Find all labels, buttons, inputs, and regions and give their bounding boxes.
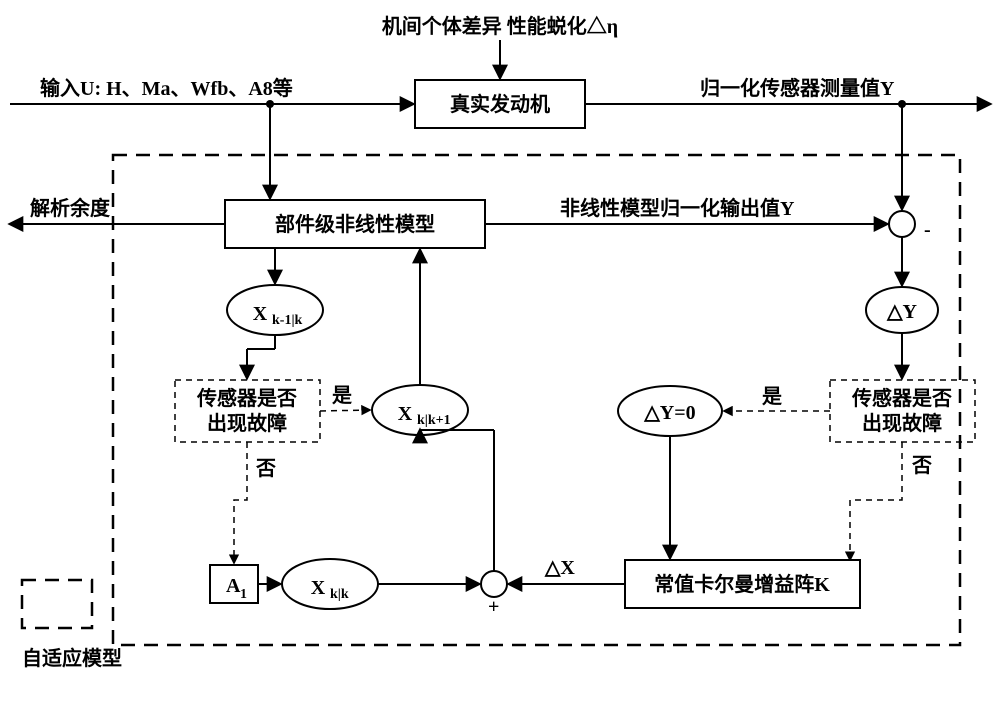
xkkp1-sub: k|k+1 bbox=[417, 413, 451, 428]
legend-dashbox bbox=[22, 580, 92, 628]
nonlinear-output-label: 非线性模型归一化输出值Y bbox=[560, 196, 795, 220]
nonlinear-model-label: 部件级非线性模型 bbox=[275, 212, 435, 236]
diagram-root: 机间个体差异 性能蜕化△η 真实发动机 输入U: H、Ma、Wfb、A8等 归一… bbox=[0, 0, 1000, 708]
sum-right bbox=[889, 211, 915, 237]
svg-text:传感器是否: 传感器是否 bbox=[851, 386, 952, 410]
yes-right: 是 bbox=[761, 385, 782, 408]
nonlinear-model-block: 部件级非线性模型 bbox=[225, 200, 485, 248]
yes-left: 是 bbox=[331, 384, 352, 407]
sensor-fault-right: 传感器是否 出现故障 bbox=[830, 380, 975, 442]
a1-label: A bbox=[226, 575, 241, 597]
analytic-redundancy-label: 解析余度 bbox=[30, 196, 111, 220]
xkm1k-label: X bbox=[253, 303, 268, 325]
minus-label: - bbox=[924, 219, 931, 241]
arrow-fault-left-no bbox=[234, 442, 247, 563]
sensor-fault-left: 传感器是否 出现故障 bbox=[175, 380, 320, 442]
input-u-label: 输入U: H、Ma、Wfb、A8等 bbox=[40, 76, 293, 100]
kalman-block: 常值卡尔曼增益阵K bbox=[625, 560, 860, 608]
no-left: 否 bbox=[255, 458, 276, 480]
xkk-sub: k|k bbox=[330, 587, 349, 602]
dx-label: △X bbox=[544, 557, 575, 579]
a1-sub: 1 bbox=[240, 587, 247, 602]
no-right: 否 bbox=[911, 455, 932, 477]
sum-bottom bbox=[481, 571, 507, 597]
plus-label: + bbox=[488, 596, 499, 618]
kalman-label: 常值卡尔曼增益阵K bbox=[654, 572, 830, 596]
arrow-fault-right-no bbox=[850, 442, 902, 560]
xkkp1-label: X bbox=[398, 403, 413, 425]
dy-label: △Y bbox=[886, 301, 917, 323]
sensor-y-label: 归一化传感器测量值Y bbox=[700, 76, 895, 100]
xkm1k-sub: k-1|k bbox=[272, 313, 303, 328]
top-title: 机间个体差异 性能蜕化△η bbox=[382, 14, 618, 38]
xkk-label: X bbox=[311, 577, 326, 599]
engine-label: 真实发动机 bbox=[450, 92, 550, 116]
dy0-label: △Y=0 bbox=[643, 402, 695, 424]
engine-block: 真实发动机 bbox=[415, 80, 585, 128]
svg-text:出现故障: 出现故障 bbox=[862, 411, 942, 435]
arrow-fault-left-yes bbox=[320, 410, 370, 411]
a1-block: A 1 bbox=[210, 565, 258, 603]
svg-text:出现故障: 出现故障 bbox=[207, 411, 287, 435]
legend-label: 自适应模型 bbox=[22, 646, 122, 670]
svg-text:传感器是否: 传感器是否 bbox=[196, 386, 297, 410]
